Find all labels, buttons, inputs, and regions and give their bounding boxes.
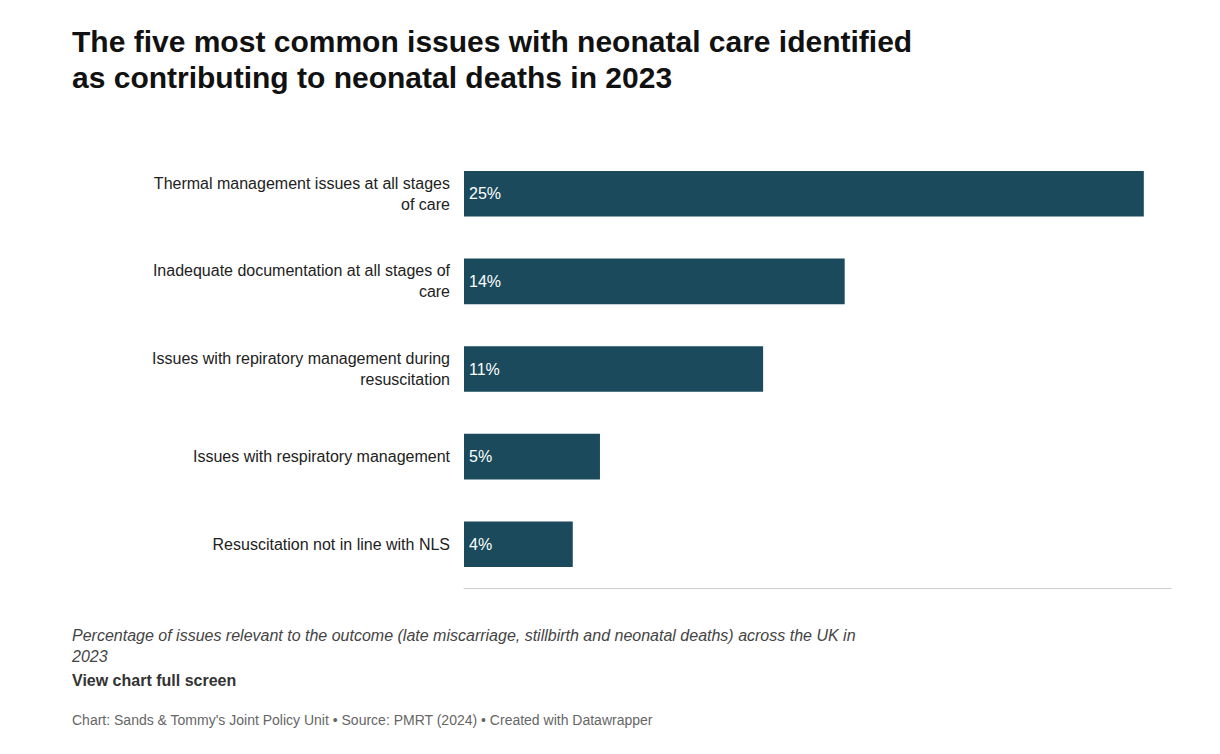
svg-text:25%: 25%	[469, 185, 501, 202]
svg-text:5%: 5%	[469, 448, 492, 465]
svg-text:resuscitation: resuscitation	[360, 371, 450, 388]
svg-text:Issues with respiratory manage: Issues with respiratory management	[193, 448, 451, 465]
svg-text:The five most common issues wi: The five most common issues with neonata…	[72, 25, 912, 58]
svg-text:of care: of care	[401, 196, 450, 213]
svg-text:Chart: Sands & Tommy's Joint P: Chart: Sands & Tommy's Joint Policy Unit…	[72, 712, 653, 728]
svg-text:Inadequate documentation at al: Inadequate documentation at all stages o…	[153, 262, 451, 279]
svg-text:2023: 2023	[71, 648, 108, 665]
svg-text:14%: 14%	[469, 273, 501, 290]
svg-text:4%: 4%	[469, 536, 492, 553]
svg-text:11%: 11%	[469, 361, 500, 378]
svg-text:Percentage of issues relevant: Percentage of issues relevant to the out…	[72, 627, 856, 644]
svg-text:care: care	[419, 283, 450, 300]
svg-text:as contributing to neonatal de: as contributing to neonatal deaths in 20…	[72, 61, 672, 94]
svg-text:Resuscitation not in line with: Resuscitation not in line with NLS	[213, 536, 450, 553]
svg-text:Thermal management issues at a: Thermal management issues at all stages	[154, 175, 450, 192]
svg-text:View chart full screen: View chart full screen	[72, 672, 236, 689]
svg-text:Issues with repiratory managem: Issues with repiratory management during	[152, 350, 450, 367]
